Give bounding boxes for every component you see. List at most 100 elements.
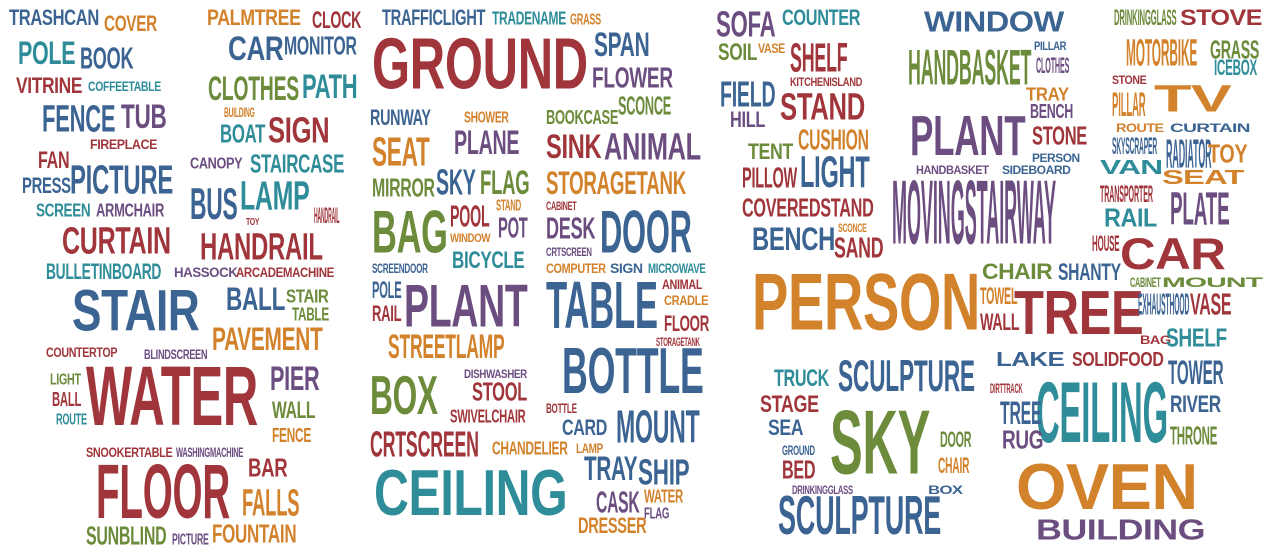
word-mount: MOUNT	[616, 400, 700, 453]
word-pier: PIER	[270, 360, 320, 398]
word-plane: PLANE	[454, 124, 520, 162]
word-press: PRESS	[22, 174, 71, 199]
word-fountain: FOUNTAIN	[212, 520, 297, 549]
word-hill: HILL	[730, 108, 766, 133]
word-sconce: SCONCE	[838, 221, 867, 235]
word-light: LIGHT	[800, 147, 870, 197]
word-sign: SIGN	[610, 261, 643, 277]
word-lamp: LAMP	[240, 173, 310, 219]
word-cushion: CUSHION	[798, 124, 869, 156]
word-table: TABLE	[546, 267, 658, 343]
word-shelf: SHELF	[790, 35, 848, 81]
word-fan: FAN	[38, 146, 70, 174]
word-oven: OVEN	[1016, 451, 1198, 524]
word-fireplace: FIREPLACE	[90, 137, 157, 153]
word-toy: TOY	[246, 217, 260, 228]
word-ball: BALL	[226, 281, 286, 318]
word-span: SPAN	[594, 26, 650, 64]
word-sculpture: SCULPTURE	[778, 484, 942, 546]
word-stove: STOVE	[1180, 6, 1262, 31]
word-sea: SEA	[768, 416, 804, 441]
word-movingstairway: MOVINGSTAIRWAY	[892, 162, 1057, 264]
word-pole: POLE	[372, 276, 402, 304]
word-stand: STAND	[496, 196, 522, 215]
word-sofa: SOFA	[716, 3, 776, 45]
word-tree: TREE	[1014, 277, 1144, 348]
word-pillar: PILLAR	[1112, 86, 1146, 124]
word-handbasket: HANDBASKET	[908, 38, 1032, 96]
word-car: CAR	[228, 30, 284, 68]
word-soil: SOIL	[718, 38, 758, 66]
word-tray: TRAY	[1026, 85, 1069, 105]
word-sculpture: SCULPTURE	[838, 351, 975, 401]
word-route: ROUTE	[1116, 121, 1164, 135]
word-sky: SKY	[830, 392, 931, 494]
word-swivelchair: SWIVELCHAIR	[450, 407, 526, 427]
word-chair: CHAIR	[938, 454, 970, 479]
word-rug: RUG	[1002, 426, 1044, 455]
word-armchair: ARMCHAIR	[96, 201, 164, 221]
word-stool: STOOL	[472, 378, 528, 407]
word-canopy: CANOPY	[190, 154, 243, 173]
word-handbasket: HANDBASKET	[916, 163, 989, 177]
word-cask: CASK	[596, 486, 640, 520]
word-plant: PLANT	[404, 272, 528, 340]
word-kitchenisland: KITCHENISLAND	[790, 75, 863, 89]
word-fence: FENCE	[272, 424, 312, 447]
word-bench: BENCH	[752, 221, 835, 258]
word-ceiling: CEILING	[374, 457, 568, 530]
word-sign: SIGN	[268, 109, 330, 151]
word-lamp: LAMP	[576, 441, 603, 457]
word-van: VAN	[1100, 156, 1163, 179]
word-toy: TOY	[1208, 140, 1248, 169]
word-stand: STAND	[780, 85, 865, 129]
word-route: ROUTE	[56, 410, 87, 429]
word-drinkingglass: DRINKINGGLASS	[1114, 6, 1177, 31]
word-crtscreen: CRTSCREEN	[546, 245, 592, 259]
word-bottle: BOTTLE	[546, 401, 577, 417]
word-streetlamp: STREETLAMP	[388, 328, 505, 366]
word-picture: PICTURE	[70, 157, 174, 203]
word-boat: BOAT	[220, 120, 266, 149]
word-box: BOX	[370, 364, 438, 426]
word-water: WATER	[86, 348, 259, 444]
word-solidfood: SOLIDFOOD	[1072, 348, 1164, 371]
word-coffeetable: COFFEETABLE	[88, 79, 161, 95]
word-plant: PLANT	[910, 104, 1026, 168]
word-truck: TRUCK	[774, 364, 829, 392]
word-grass: GRASS	[1210, 36, 1260, 65]
word-storagetank: STORAGETANK	[546, 165, 687, 202]
word-box: BOX	[928, 483, 963, 497]
word-sky: SKY	[436, 161, 476, 203]
word-pole: POLE	[18, 35, 76, 72]
word-shanty: SHANTY	[1058, 258, 1121, 286]
word-handrail: HANDRAIL	[200, 225, 323, 269]
word-pillow: PILLOW	[742, 162, 798, 194]
word-vase: VASE	[1190, 288, 1232, 322]
word-handrail: HANDRAIL	[314, 204, 340, 229]
word-vitrine: VITRINE	[16, 74, 83, 99]
word-tv: TV	[1154, 77, 1232, 121]
word-countertop: COUNTERTOP	[46, 345, 118, 361]
word-flower: FLOWER	[592, 62, 673, 94]
word-dishwasher: DISHWASHER	[464, 367, 527, 381]
word-counter: COUNTER	[782, 6, 861, 31]
word-stair: STAIR	[286, 287, 329, 307]
word-pot: POT	[498, 212, 528, 244]
word-window: WINDOW	[924, 6, 1064, 38]
word-falls: FALLS	[242, 481, 300, 525]
word-animal: ANIMAL	[662, 277, 703, 293]
word-pillar: PILLAR	[1034, 39, 1067, 53]
word-sideboard: SIDEBOARD	[1002, 163, 1071, 177]
word-motorbike: MOTORBIKE	[1126, 31, 1198, 75]
word-bar: BAR	[248, 454, 288, 483]
word-fence: FENCE	[42, 97, 116, 141]
word-stone: STONE	[1112, 73, 1147, 87]
word-door: DOOR	[600, 198, 692, 266]
word-flag: FLAG	[644, 504, 670, 523]
word-rail: RAIL	[372, 302, 402, 327]
word-sconce: SCONCE	[618, 92, 672, 121]
word-dresser: DRESSER	[578, 514, 647, 539]
word-tub: TUB	[121, 98, 167, 136]
word-bottle: BOTTLE	[562, 335, 704, 408]
